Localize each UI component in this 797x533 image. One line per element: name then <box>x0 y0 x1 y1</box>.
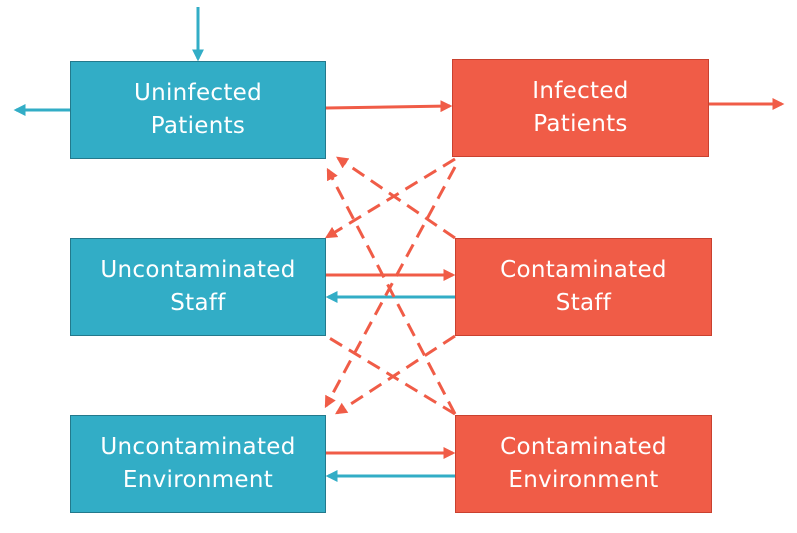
infected-patients-label: Infected Patients <box>532 78 629 137</box>
uncontaminated-staff-label: Uncontaminated Staff <box>100 257 296 316</box>
uncontaminated-staff-box: Uncontaminated Staff <box>70 238 326 336</box>
dashed-staff-to-uninfected-arrow <box>336 156 456 240</box>
contaminated-environment-box: Contaminated Environment <box>455 415 712 513</box>
dashed-environment-to-uninfected-arrow <box>326 167 457 415</box>
uninfected-patients-label: Uninfected Patients <box>133 80 263 139</box>
contaminated-environment-label: Contaminated Environment <box>500 434 667 493</box>
uninfected-patients-box: Uninfected Patients <box>70 61 326 159</box>
dashed-staff-to-environment-arrow <box>334 334 456 415</box>
infection-arrow <box>325 100 453 113</box>
uncontaminated-environment-box: Uncontaminated Environment <box>70 415 326 513</box>
infected-patients-box: Infected Patients <box>452 59 709 157</box>
contaminated-staff-label: Contaminated Staff <box>500 257 667 316</box>
dashed-infected-to-staff-arrow <box>324 157 456 239</box>
dashed-environment-to-staff-arrow <box>325 334 456 416</box>
uncontaminated-environment-label: Uncontaminated Environment <box>100 434 296 493</box>
contaminated-staff-box: Contaminated Staff <box>455 238 712 336</box>
dashed-infected-to-environment-arrow <box>324 166 457 409</box>
